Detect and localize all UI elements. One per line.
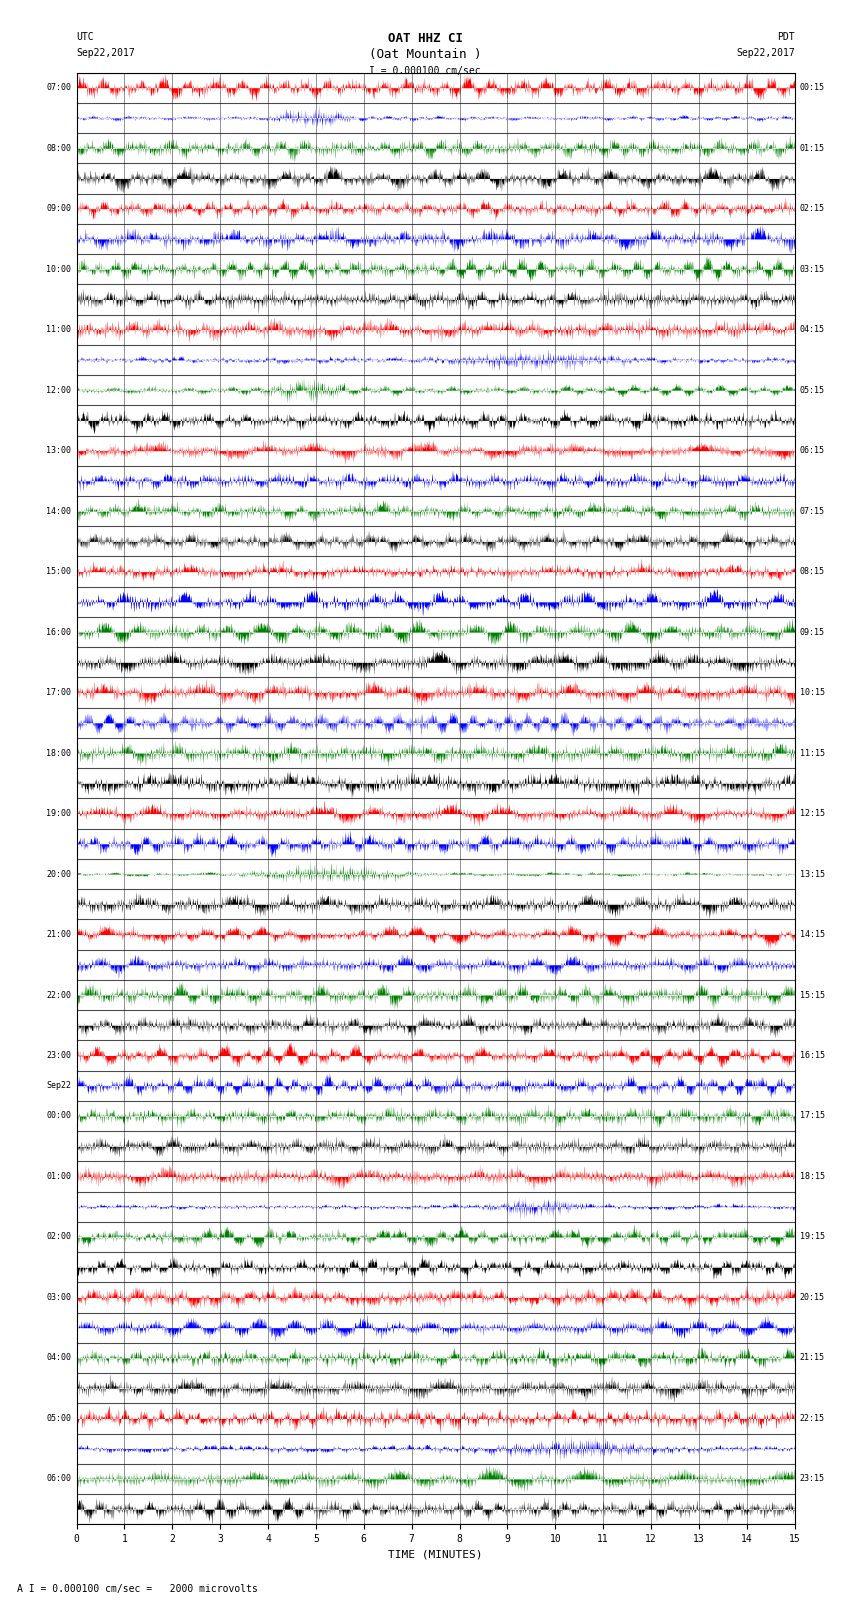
Text: 15:00: 15:00 [47,568,71,576]
Text: 13:00: 13:00 [47,447,71,455]
Text: 14:00: 14:00 [47,506,71,516]
Text: Sep22,2017: Sep22,2017 [736,48,795,58]
Text: 16:15: 16:15 [800,1052,824,1060]
Text: 04:00: 04:00 [47,1353,71,1363]
Text: 23:15: 23:15 [800,1474,824,1484]
Text: 21:00: 21:00 [47,931,71,939]
X-axis label: TIME (MINUTES): TIME (MINUTES) [388,1550,483,1560]
Text: OAT HHZ CI: OAT HHZ CI [388,32,462,45]
Text: 19:15: 19:15 [800,1232,824,1242]
Text: Sep22: Sep22 [47,1081,71,1090]
Text: 15:15: 15:15 [800,990,824,1000]
Text: 01:00: 01:00 [47,1173,71,1181]
Text: 12:15: 12:15 [800,810,824,818]
Text: 01:15: 01:15 [800,144,824,153]
Text: Sep22,2017: Sep22,2017 [76,48,135,58]
Text: 07:15: 07:15 [800,506,824,516]
Text: 10:15: 10:15 [800,689,824,697]
Text: 19:00: 19:00 [47,810,71,818]
Text: 08:00: 08:00 [47,144,71,153]
Text: 18:15: 18:15 [800,1173,824,1181]
Text: 04:15: 04:15 [800,326,824,334]
Text: 03:00: 03:00 [47,1294,71,1302]
Text: 05:15: 05:15 [800,386,824,395]
Text: 00:15: 00:15 [800,84,824,92]
Text: PDT: PDT [777,32,795,42]
Text: 20:00: 20:00 [47,869,71,879]
Text: A I = 0.000100 cm/sec =   2000 microvolts: A I = 0.000100 cm/sec = 2000 microvolts [17,1584,258,1594]
Text: 07:00: 07:00 [47,84,71,92]
Text: 03:15: 03:15 [800,265,824,274]
Text: 08:15: 08:15 [800,568,824,576]
Text: 11:00: 11:00 [47,326,71,334]
Text: 17:15: 17:15 [800,1111,824,1121]
Text: 09:00: 09:00 [47,205,71,213]
Text: 05:00: 05:00 [47,1415,71,1423]
Text: 18:00: 18:00 [47,748,71,758]
Text: UTC: UTC [76,32,94,42]
Text: 06:00: 06:00 [47,1474,71,1484]
Text: 13:15: 13:15 [800,869,824,879]
Text: 09:15: 09:15 [800,627,824,637]
Text: 16:00: 16:00 [47,627,71,637]
Text: 21:15: 21:15 [800,1353,824,1363]
Text: 10:00: 10:00 [47,265,71,274]
Text: 02:15: 02:15 [800,205,824,213]
Text: 22:00: 22:00 [47,990,71,1000]
Text: 02:00: 02:00 [47,1232,71,1242]
Text: I = 0.000100 cm/sec: I = 0.000100 cm/sec [369,66,481,76]
Text: 14:15: 14:15 [800,931,824,939]
Text: 00:00: 00:00 [47,1111,71,1121]
Text: 20:15: 20:15 [800,1294,824,1302]
Text: (Oat Mountain ): (Oat Mountain ) [369,48,481,61]
Text: 17:00: 17:00 [47,689,71,697]
Text: 06:15: 06:15 [800,447,824,455]
Text: 12:00: 12:00 [47,386,71,395]
Text: 22:15: 22:15 [800,1415,824,1423]
Text: 23:00: 23:00 [47,1052,71,1060]
Text: 11:15: 11:15 [800,748,824,758]
